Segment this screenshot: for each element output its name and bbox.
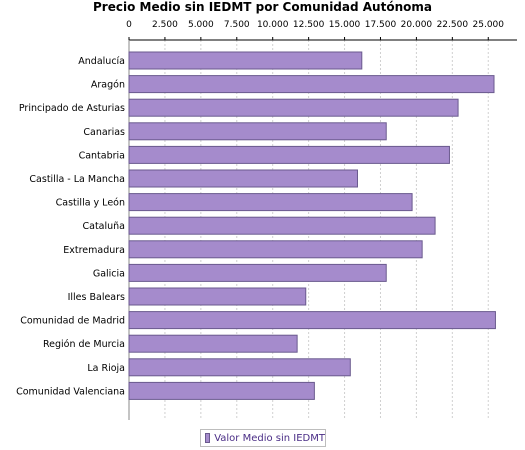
x-tick-label: 12.500 xyxy=(293,20,325,30)
x-tick-label: 25.000 xyxy=(473,20,505,30)
category-label: Cantabria xyxy=(79,150,125,161)
bar xyxy=(128,311,496,330)
bar xyxy=(128,263,387,282)
category-label: La Rioja xyxy=(87,363,125,374)
category-label: Región de Murcia xyxy=(43,339,125,350)
x-tick-label: 7.500 xyxy=(224,20,250,30)
category-label: Illes Balears xyxy=(68,292,125,303)
category-label: Comunidad de Madrid xyxy=(20,316,125,327)
bar xyxy=(128,216,436,235)
bar xyxy=(128,240,423,259)
bar xyxy=(128,145,450,164)
bar xyxy=(128,122,387,141)
x-tick-label: 17.500 xyxy=(365,20,397,30)
legend-label: Valor Medio sin IEDMT xyxy=(214,432,325,444)
category-label: Canarias xyxy=(83,127,125,138)
legend: Valor Medio sin IEDMT xyxy=(200,429,326,447)
bar xyxy=(128,193,413,212)
x-tick-label: 10.000 xyxy=(257,20,289,30)
category-label: Castilla y León xyxy=(56,198,125,209)
category-label: Andalucía xyxy=(78,56,125,67)
category-label: Comunidad Valenciana xyxy=(16,386,125,397)
category-label: Principado de Asturias xyxy=(19,103,125,114)
x-tick-label: 5.000 xyxy=(188,20,214,30)
bar xyxy=(128,334,298,353)
legend-swatch xyxy=(205,433,211,443)
bar xyxy=(128,51,363,70)
x-tick-label: 0 xyxy=(126,20,132,30)
x-tick-label: 20.000 xyxy=(401,20,433,30)
category-label: Extremadura xyxy=(63,245,125,256)
category-label: Cataluña xyxy=(82,221,125,232)
x-tick-label: 2.500 xyxy=(152,20,178,30)
category-label: Galicia xyxy=(93,268,125,279)
x-tick-label: 15.000 xyxy=(329,20,361,30)
bar xyxy=(128,75,495,94)
bar xyxy=(128,169,358,188)
x-tick-label: 22.500 xyxy=(437,20,469,30)
chart-title: Precio Medio sin IEDMT por Comunidad Aut… xyxy=(93,0,432,14)
bar xyxy=(128,358,351,377)
category-label: Castilla - La Mancha xyxy=(29,174,125,185)
bar xyxy=(128,381,315,400)
bar xyxy=(128,98,459,117)
category-label: Aragón xyxy=(91,80,125,91)
bar xyxy=(128,287,307,306)
